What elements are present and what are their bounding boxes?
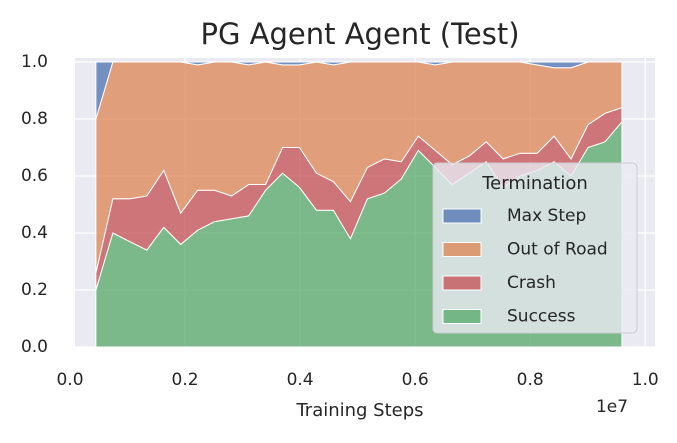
x-tick-label: 0.2 (172, 370, 199, 390)
legend-label: Max Step (507, 206, 586, 226)
x-tick-label: 0.0 (56, 370, 83, 390)
y-tick-label: 0.6 (21, 166, 48, 186)
x-tick-label: 0.8 (517, 370, 544, 390)
x-tick-label: 1.0 (632, 370, 659, 390)
y-tick-label: 0.8 (21, 109, 48, 129)
legend-swatch (442, 208, 482, 224)
chart-title: PG Agent Agent (Test) (200, 17, 519, 51)
y-tick-label: 0.4 (21, 223, 48, 243)
legend-title: Termination (481, 173, 588, 194)
area (95, 61, 622, 120)
legend-swatch (442, 309, 482, 324)
legend-swatch (442, 242, 482, 257)
x-axis-label: Training Steps (295, 400, 423, 421)
legend-box (432, 162, 638, 334)
legend-label: Crash (507, 273, 556, 293)
legend-swatch (442, 275, 482, 291)
y-tick-label: 0.2 (21, 280, 48, 300)
y-tick-label: 1.0 (21, 52, 48, 72)
legend-label: Success (507, 307, 576, 327)
x-offset-label: 1e7 (596, 397, 628, 417)
legend-label: Out of Road (507, 240, 608, 260)
x-tick-label: 0.6 (402, 370, 429, 390)
x-tick-label: 0.4 (287, 370, 314, 390)
y-tick-label: 0.0 (21, 337, 48, 357)
